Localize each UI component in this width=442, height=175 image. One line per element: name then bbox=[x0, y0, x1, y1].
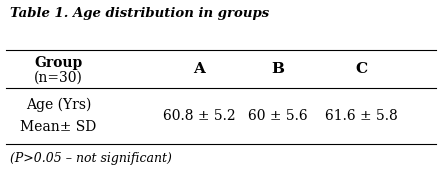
Text: Mean± SD: Mean± SD bbox=[20, 120, 97, 134]
Text: Age (Yrs): Age (Yrs) bbox=[26, 97, 91, 112]
Text: Group: Group bbox=[34, 55, 83, 69]
Text: (P>0.05 – not significant): (P>0.05 – not significant) bbox=[10, 152, 172, 165]
Text: C: C bbox=[355, 62, 368, 76]
Text: B: B bbox=[271, 62, 285, 76]
Text: A: A bbox=[193, 62, 205, 76]
Text: Table 1. Age distribution in groups: Table 1. Age distribution in groups bbox=[10, 6, 270, 20]
Text: 61.6 ± 5.8: 61.6 ± 5.8 bbox=[325, 109, 398, 123]
Text: (n=30): (n=30) bbox=[34, 71, 83, 85]
Text: 60 ± 5.6: 60 ± 5.6 bbox=[248, 109, 308, 123]
Text: 60.8 ± 5.2: 60.8 ± 5.2 bbox=[163, 109, 235, 123]
